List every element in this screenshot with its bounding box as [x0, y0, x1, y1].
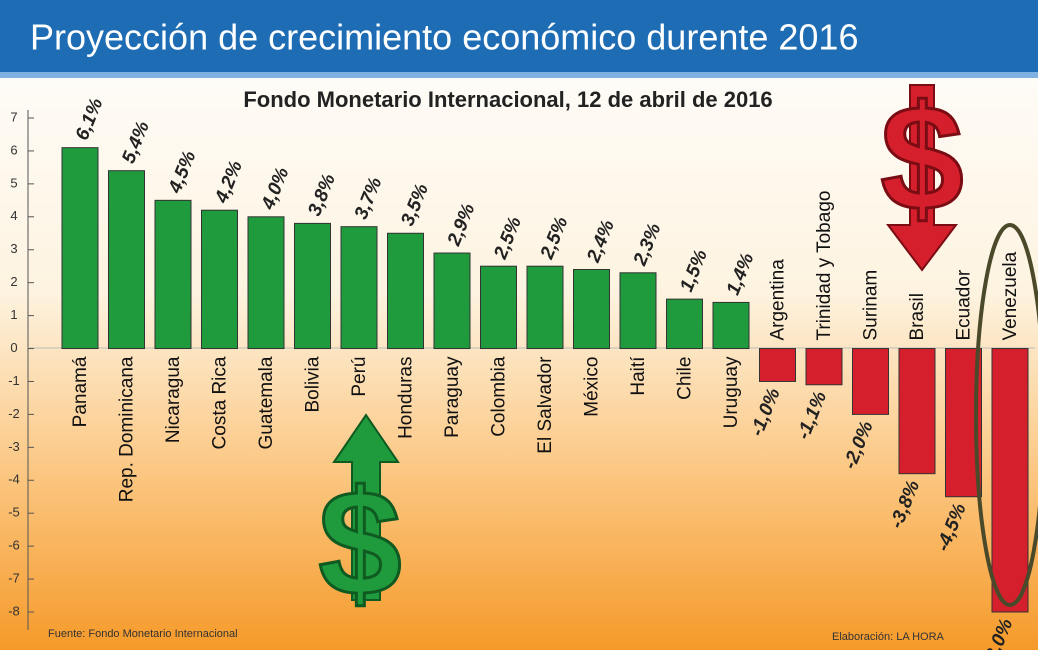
y-tick-label: 2	[10, 274, 17, 289]
category-label: Nicaragua	[163, 356, 184, 443]
bar	[619, 272, 657, 350]
y-tick-label: -8	[8, 603, 20, 618]
bar	[247, 216, 285, 350]
y-tick-label: -7	[8, 571, 20, 586]
header-band	[0, 0, 1038, 72]
bar	[108, 170, 145, 350]
category-label: Uruguay	[721, 356, 742, 428]
y-tick-label: -1	[8, 373, 20, 388]
y-tick-label: -2	[8, 406, 20, 421]
y-tick-label: 0	[10, 340, 17, 355]
bar	[898, 348, 936, 475]
y-tick-label: -6	[8, 538, 20, 553]
source: Fuente: Fondo Monetario Internacional	[48, 628, 238, 640]
bar	[759, 348, 796, 382]
chart-title: Proyección de crecimiento económico dure…	[30, 17, 858, 58]
credit: Elaboración: LA HORA	[832, 631, 945, 643]
bar	[433, 252, 471, 350]
category-label: México	[582, 357, 603, 417]
bar	[201, 209, 238, 350]
y-tick-label: -4	[8, 472, 20, 487]
category-label: Paraguay	[442, 356, 463, 438]
y-tick-label: -3	[8, 439, 20, 454]
category-label: Costa Rica	[210, 356, 231, 449]
bar	[526, 265, 564, 350]
bar	[387, 232, 424, 350]
y-tick-label: 6	[10, 142, 17, 157]
y-tick-label: -5	[8, 505, 20, 520]
category-label: Argentina	[768, 259, 789, 341]
category-label: Surinam	[861, 270, 882, 341]
bar	[666, 298, 703, 350]
bar	[991, 348, 1029, 613]
category-label: Trinidad y Tobago	[814, 191, 835, 341]
category-label: Rep. Dominicana	[117, 356, 138, 502]
header-stripe	[0, 72, 1038, 78]
up-arrow	[332, 413, 400, 601]
bar	[852, 348, 889, 415]
bar	[573, 268, 610, 350]
category-label: Panamá	[70, 356, 91, 427]
down-dollar: $	[880, 74, 963, 242]
category-label: Haití	[628, 356, 649, 396]
category-label: Venezuela	[1000, 251, 1021, 340]
category-label: Bolivia	[303, 356, 324, 412]
up-dollar: $	[318, 459, 401, 627]
category-label: Colombia	[489, 356, 510, 437]
chart-subtitle: Fondo Monetario Internacional, 12 de abr…	[243, 87, 772, 112]
bar	[712, 301, 750, 350]
y-tick-label: 5	[10, 175, 17, 190]
bar	[61, 147, 99, 350]
category-label: El Salvador	[535, 356, 556, 454]
bar	[294, 222, 331, 350]
y-tick-label: 4	[10, 208, 17, 223]
down-arrow	[885, 84, 959, 272]
category-label: Ecuador	[954, 269, 975, 340]
category-label: Chile	[675, 357, 696, 400]
bar	[480, 265, 517, 350]
highlight-ellipse	[974, 223, 1038, 607]
y-tick-label: 1	[10, 307, 17, 322]
bar	[340, 226, 378, 350]
y-tick-label: 3	[10, 241, 17, 256]
y-tick-label: 7	[10, 109, 17, 124]
category-label: Guatemala	[256, 356, 277, 449]
category-label: Brasil	[907, 293, 928, 341]
category-label: Perú	[349, 357, 370, 397]
bar	[154, 199, 192, 350]
category-label: Honduras	[396, 357, 417, 439]
bar	[805, 348, 843, 386]
